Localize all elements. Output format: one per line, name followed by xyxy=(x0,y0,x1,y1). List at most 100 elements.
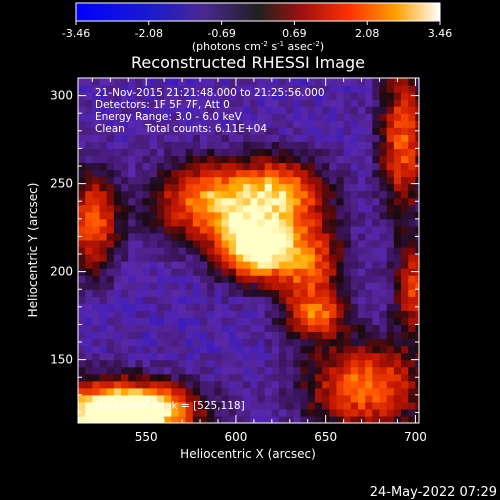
heatmap-cell xyxy=(185,324,194,333)
heatmap-cell xyxy=(357,296,366,304)
heatmap-cell xyxy=(264,303,273,311)
heatmap-cell xyxy=(307,268,316,276)
heatmap-cell xyxy=(121,275,129,283)
heatmap-cell xyxy=(350,345,359,354)
heatmap-cell xyxy=(322,190,330,199)
heatmap-cell xyxy=(178,141,187,150)
heatmap-cell xyxy=(307,359,316,368)
heatmap-cell xyxy=(135,239,144,248)
heatmap-cell xyxy=(92,303,101,311)
heatmap-cell xyxy=(113,211,122,220)
heatmap-cell xyxy=(128,99,137,107)
heatmap-cell xyxy=(293,127,302,135)
heatmap-cell xyxy=(393,85,402,93)
heatmap-cell xyxy=(343,394,352,403)
heatmap-cell xyxy=(85,261,93,269)
heatmap-cell xyxy=(343,415,352,423)
heatmap-cell xyxy=(192,310,201,318)
heatmap-cell xyxy=(92,366,101,375)
heatmap-cell xyxy=(250,296,259,304)
heatmap-cell xyxy=(164,408,172,417)
heatmap-cell xyxy=(271,352,280,361)
heatmap-cell xyxy=(357,408,366,417)
heatmap-cell xyxy=(243,85,251,93)
heatmap-cell xyxy=(379,261,388,269)
heatmap-cell xyxy=(336,211,345,220)
heatmap-cell xyxy=(408,317,417,326)
heatmap-cell xyxy=(372,268,381,276)
heatmap-cell xyxy=(279,99,287,107)
heatmap-cell xyxy=(329,183,338,192)
heatmap-cell xyxy=(128,275,137,283)
heatmap-cell xyxy=(250,197,259,206)
heatmap-cell xyxy=(329,239,338,248)
heatmap-cell xyxy=(329,134,338,142)
heatmap-cell xyxy=(365,92,373,100)
heatmap-cell xyxy=(314,225,323,234)
heatmap-cell xyxy=(264,254,273,262)
heatmap-cell xyxy=(393,141,402,150)
heatmap-cell xyxy=(221,141,230,150)
heatmap-cell xyxy=(372,366,381,375)
heatmap-cell xyxy=(293,246,302,255)
heatmap-cell xyxy=(78,275,86,283)
heatmap-cell xyxy=(149,141,158,150)
heatmap-cell xyxy=(192,338,201,347)
heatmap-cell xyxy=(250,275,259,283)
heatmap-cell xyxy=(200,176,208,185)
heatmap-cell xyxy=(78,387,86,396)
heatmap-cell xyxy=(99,106,108,114)
heatmap-cell xyxy=(279,225,287,234)
heatmap-cell xyxy=(185,99,194,107)
heatmap-cell xyxy=(336,338,345,347)
heatmap-cell xyxy=(350,218,359,227)
heatmap-cell xyxy=(99,289,108,297)
heatmap-cell xyxy=(365,289,373,297)
heatmap-cell xyxy=(92,120,101,128)
heatmap-cell xyxy=(257,254,266,262)
heatmap-cell xyxy=(250,85,259,93)
heatmap-cell xyxy=(235,232,244,241)
heatmap-cell xyxy=(171,106,180,114)
heatmap-cell xyxy=(307,197,316,206)
heatmap-cell xyxy=(207,246,215,255)
heatmap-cell xyxy=(379,275,388,283)
heatmap-cell xyxy=(393,134,402,142)
heatmap-cell xyxy=(264,275,273,283)
heatmap-cell xyxy=(357,246,366,255)
heatmap-cell xyxy=(350,113,359,121)
heatmap-cell xyxy=(135,148,144,157)
heatmap-cell xyxy=(307,296,316,304)
heatmap-cell xyxy=(164,232,172,241)
heatmap-cell xyxy=(221,387,230,396)
heatmap-cell xyxy=(343,352,352,361)
heatmap-cell xyxy=(106,106,115,114)
heatmap-cell xyxy=(322,366,330,375)
heatmap-cell xyxy=(300,415,309,423)
heatmap-cell xyxy=(113,169,122,178)
heatmap-cell xyxy=(372,85,381,93)
heatmap-cell xyxy=(322,275,330,283)
heatmap-cell xyxy=(200,134,208,142)
heatmap-cell xyxy=(286,268,294,276)
heatmap-cell xyxy=(300,99,309,107)
heatmap-cell xyxy=(85,113,93,121)
heatmap-cell xyxy=(178,148,187,157)
heatmap-cell xyxy=(271,338,280,347)
heatmap-cell xyxy=(235,106,244,114)
heatmap-cell xyxy=(365,275,373,283)
heatmap-cell xyxy=(214,380,223,389)
heatmap-cell xyxy=(329,211,338,220)
heatmap-cell xyxy=(243,387,251,396)
heatmap-cell xyxy=(149,162,158,171)
heatmap-cell xyxy=(156,218,165,227)
heatmap-cell xyxy=(92,408,101,417)
heatmap-cell xyxy=(322,162,330,171)
heatmap-cell xyxy=(128,155,137,164)
heatmap-cell xyxy=(408,345,417,354)
heatmap-cell xyxy=(164,338,172,347)
heatmap-cell xyxy=(250,204,259,213)
heatmap-cell xyxy=(121,415,129,423)
heatmap-cell xyxy=(85,134,93,142)
heatmap-cell xyxy=(78,282,86,290)
